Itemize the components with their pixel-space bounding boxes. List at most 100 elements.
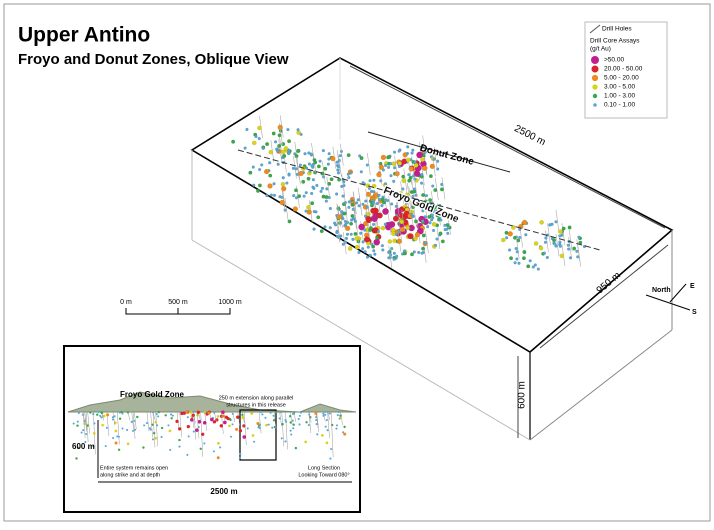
assay-point bbox=[251, 165, 255, 169]
assay-point bbox=[222, 414, 226, 418]
assay-point bbox=[368, 179, 372, 183]
assay-point bbox=[281, 176, 285, 180]
drill-hole bbox=[422, 135, 426, 158]
assay-point bbox=[390, 202, 394, 206]
drill-hole bbox=[134, 411, 137, 430]
assay-point bbox=[197, 419, 202, 424]
assay-point bbox=[264, 416, 267, 419]
assay-point bbox=[397, 230, 401, 234]
assay-point bbox=[375, 201, 379, 206]
assay-point bbox=[278, 417, 281, 420]
assay-point bbox=[422, 165, 428, 171]
drill-hole bbox=[82, 411, 86, 439]
assay-point bbox=[325, 418, 328, 422]
assay-point bbox=[363, 214, 368, 218]
assay-point bbox=[513, 235, 517, 240]
assay-point bbox=[271, 426, 274, 429]
assay-point bbox=[231, 412, 234, 415]
assay-point bbox=[303, 152, 307, 156]
assay-point bbox=[178, 427, 182, 431]
assay-point bbox=[344, 236, 349, 241]
inset-note: Looking Toward 080° bbox=[298, 472, 349, 478]
assay-point bbox=[265, 142, 270, 147]
assay-point bbox=[566, 243, 570, 247]
assay-point bbox=[299, 411, 302, 414]
drill-hole bbox=[561, 223, 566, 246]
assay-point bbox=[392, 166, 397, 170]
legend-swatch bbox=[591, 74, 599, 82]
assay-point bbox=[387, 250, 391, 255]
assay-point bbox=[315, 418, 318, 422]
assay-point bbox=[341, 194, 345, 198]
drill-hole bbox=[436, 226, 441, 250]
assay-point bbox=[304, 209, 308, 213]
assay-point bbox=[405, 157, 411, 163]
assay-point bbox=[518, 235, 522, 240]
assay-point bbox=[100, 411, 103, 414]
assay-point bbox=[553, 242, 557, 246]
assay-point bbox=[241, 413, 244, 417]
compass-label: E bbox=[690, 283, 695, 290]
assay-point bbox=[361, 247, 365, 251]
inset-depth: 600 m bbox=[72, 442, 95, 451]
assay-point bbox=[292, 412, 295, 415]
assay-point bbox=[421, 193, 426, 198]
assay-point bbox=[272, 193, 277, 197]
assay-point bbox=[169, 413, 173, 416]
assay-point bbox=[250, 412, 254, 415]
assay-point bbox=[371, 198, 375, 203]
assay-point bbox=[324, 199, 328, 203]
assay-point bbox=[111, 416, 114, 419]
assay-point bbox=[306, 176, 311, 181]
drill-hole bbox=[322, 161, 326, 184]
assay-point bbox=[558, 234, 562, 238]
assay-point bbox=[291, 166, 295, 170]
assay-point bbox=[287, 173, 291, 177]
drill-hole bbox=[353, 206, 358, 229]
assay-point bbox=[171, 414, 174, 417]
assay-point bbox=[410, 151, 414, 155]
assay-point bbox=[170, 417, 173, 420]
drill-hole bbox=[285, 411, 288, 450]
drill-hole bbox=[112, 411, 116, 426]
assay-point bbox=[513, 261, 517, 265]
assay-point bbox=[538, 245, 544, 251]
legend-label: Drill Holes bbox=[602, 26, 632, 33]
inset-note: structures in this release bbox=[226, 402, 286, 408]
assay-point bbox=[268, 161, 272, 165]
assay-point bbox=[359, 156, 364, 161]
assay-point bbox=[84, 440, 87, 443]
assay-point bbox=[281, 149, 286, 155]
assay-point bbox=[322, 412, 325, 415]
assay-point bbox=[302, 194, 306, 198]
scale-bar: 0 m 500 m 1000 m bbox=[120, 299, 242, 315]
assay-point bbox=[133, 419, 136, 423]
assay-point bbox=[339, 234, 343, 238]
assay-point bbox=[203, 442, 206, 445]
assay-point bbox=[111, 418, 115, 421]
drill-hole bbox=[336, 219, 341, 242]
assay-point bbox=[236, 415, 240, 419]
assay-point bbox=[522, 219, 528, 226]
assay-point bbox=[440, 182, 444, 187]
assay-point bbox=[438, 231, 443, 236]
assay-point bbox=[335, 230, 339, 235]
assay-point bbox=[259, 411, 262, 414]
legend-swatch bbox=[593, 103, 597, 107]
assay-point bbox=[443, 211, 448, 217]
assay-point bbox=[376, 212, 383, 219]
assay-point bbox=[261, 413, 264, 416]
drill-hole bbox=[357, 187, 362, 210]
assay-point bbox=[279, 411, 282, 414]
assay-point bbox=[380, 197, 385, 202]
assay-point bbox=[239, 452, 242, 455]
assay-point bbox=[365, 191, 372, 198]
legend-swatch bbox=[591, 56, 599, 64]
assay-point bbox=[434, 205, 439, 210]
assay-point bbox=[554, 220, 558, 224]
assay-point bbox=[536, 267, 540, 271]
assay-point bbox=[380, 225, 386, 231]
drill-hole bbox=[577, 244, 582, 267]
assay-point bbox=[245, 127, 249, 132]
